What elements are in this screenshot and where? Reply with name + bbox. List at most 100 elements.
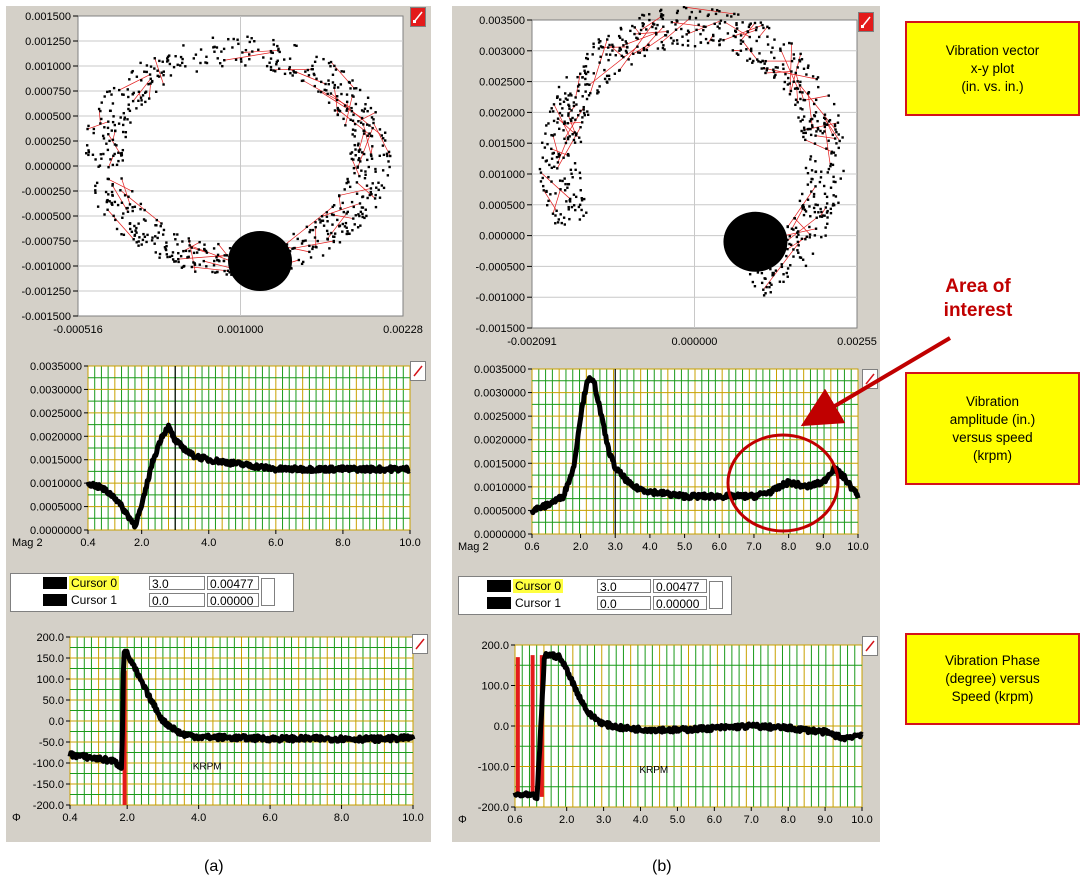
data-point xyxy=(642,22,645,26)
trace-segment xyxy=(356,182,376,199)
data-point xyxy=(288,57,292,60)
data-point xyxy=(357,120,360,123)
data-point xyxy=(156,69,159,72)
data-point xyxy=(370,116,374,119)
data-point xyxy=(790,59,794,63)
plot-tool-button[interactable] xyxy=(862,636,878,656)
data-point xyxy=(798,58,801,62)
data-point xyxy=(834,180,837,184)
data-point xyxy=(341,230,344,233)
data-point xyxy=(366,96,370,99)
data-point xyxy=(372,118,375,121)
cursor-x-value[interactable]: 0.0 xyxy=(149,593,205,608)
data-point xyxy=(607,58,610,62)
data-point xyxy=(671,42,674,45)
data-point xyxy=(173,233,176,236)
data-point xyxy=(355,192,359,195)
data-point xyxy=(776,66,779,69)
plot-tool-button[interactable] xyxy=(410,361,426,381)
plot-tool-button[interactable] xyxy=(412,634,428,654)
data-point xyxy=(760,271,764,275)
data-point xyxy=(145,70,148,74)
data-point xyxy=(320,215,324,218)
data-point xyxy=(163,246,167,249)
data-point xyxy=(603,77,607,81)
data-point xyxy=(345,226,348,229)
data-point xyxy=(336,86,340,89)
data-point xyxy=(373,197,377,200)
cursor-x-value[interactable]: 3.0 xyxy=(597,579,651,594)
data-point xyxy=(211,270,214,274)
cursor-row[interactable]: Cursor 0 3.0 0.00477 xyxy=(459,579,729,594)
cursor-row[interactable]: Cursor 1 0.0 0.00000 xyxy=(459,596,729,611)
data-point xyxy=(99,109,102,113)
data-point xyxy=(326,92,329,96)
data-point xyxy=(830,152,833,155)
data-point xyxy=(350,151,354,154)
data-point xyxy=(624,49,628,53)
data-point xyxy=(568,107,571,110)
plot-tool-button[interactable] xyxy=(858,12,874,32)
y-tick-label: -0.000500 xyxy=(21,211,71,223)
cursor-x-value[interactable]: 3.0 xyxy=(149,576,205,591)
data-point xyxy=(121,123,125,127)
plot-tool-button[interactable] xyxy=(862,369,878,389)
data-point xyxy=(170,254,174,258)
data-point xyxy=(773,38,776,41)
cursor-y-value[interactable]: 0.00477 xyxy=(653,579,707,594)
data-point xyxy=(319,90,323,94)
data-point xyxy=(95,181,99,185)
trace-segment xyxy=(224,52,272,61)
data-point xyxy=(803,128,806,131)
data-point xyxy=(752,59,755,63)
data-point xyxy=(289,71,292,75)
cursor-scroll-button[interactable] xyxy=(709,581,723,609)
cursor-x-value[interactable]: 0.0 xyxy=(597,596,651,611)
data-point xyxy=(162,73,165,77)
data-point xyxy=(192,251,196,255)
data-point xyxy=(541,141,544,144)
data-point xyxy=(368,124,371,127)
data-point xyxy=(154,235,157,238)
data-point xyxy=(631,24,634,28)
cursor-scroll-button[interactable] xyxy=(261,578,275,606)
y-tick-label: 200.0 xyxy=(36,632,64,644)
cursor-y-value[interactable]: 0.00000 xyxy=(653,596,707,611)
trace-segment xyxy=(358,111,376,122)
data-point xyxy=(809,215,812,218)
data-point xyxy=(551,212,555,215)
data-point xyxy=(576,75,579,79)
cursor-y-value[interactable]: 0.00000 xyxy=(207,593,259,608)
data-point xyxy=(627,58,630,61)
data-point xyxy=(829,211,833,215)
data-point xyxy=(730,15,733,18)
data-point xyxy=(354,129,357,132)
data-point xyxy=(596,89,599,92)
data-point xyxy=(302,260,305,264)
x-tick-label: 2.0 xyxy=(559,814,574,826)
data-point xyxy=(577,205,581,209)
data-point xyxy=(734,35,737,39)
data-point xyxy=(131,69,134,73)
cursor-y-value[interactable]: 0.00477 xyxy=(207,576,259,591)
data-point xyxy=(353,171,356,175)
data-point xyxy=(804,237,807,241)
trace-segment xyxy=(552,189,561,214)
data-point xyxy=(626,46,629,49)
data-point xyxy=(539,180,543,183)
data-point xyxy=(629,29,632,33)
cursor-row[interactable]: Cursor 1 0.0 0.00000 xyxy=(11,593,291,608)
data-point xyxy=(244,48,248,52)
plot-tool-button[interactable] xyxy=(410,7,426,27)
data-point xyxy=(557,218,560,221)
data-point xyxy=(585,97,589,101)
data-point xyxy=(761,23,764,27)
data-point xyxy=(611,45,615,48)
data-point xyxy=(276,44,279,48)
data-point xyxy=(311,245,315,248)
cursor-row[interactable]: Cursor 0 3.0 0.00477 xyxy=(11,576,291,591)
data-point xyxy=(575,103,578,106)
data-point xyxy=(746,30,749,33)
data-point xyxy=(808,225,811,229)
data-point xyxy=(766,25,769,28)
